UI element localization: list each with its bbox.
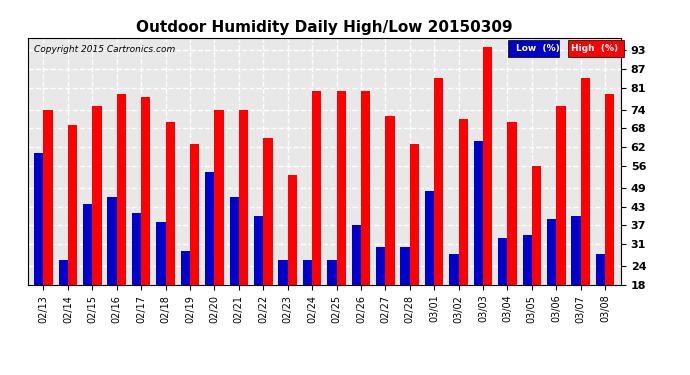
- Bar: [92, 106, 101, 341]
- Bar: [43, 110, 52, 341]
- Bar: [68, 125, 77, 341]
- Bar: [361, 91, 371, 341]
- Bar: [385, 116, 395, 341]
- Bar: [288, 176, 297, 341]
- Bar: [376, 248, 385, 341]
- Bar: [264, 138, 273, 341]
- Bar: [83, 204, 92, 341]
- Title: Outdoor Humidity Daily High/Low 20150309: Outdoor Humidity Daily High/Low 20150309: [136, 20, 513, 35]
- Bar: [254, 216, 264, 341]
- FancyBboxPatch shape: [509, 40, 559, 57]
- Bar: [327, 260, 337, 341]
- Bar: [132, 213, 141, 341]
- Bar: [605, 94, 614, 341]
- Text: High  (%): High (%): [571, 44, 618, 53]
- Bar: [230, 197, 239, 341]
- Bar: [400, 248, 410, 341]
- Bar: [507, 122, 517, 341]
- Bar: [117, 94, 126, 341]
- Bar: [522, 235, 532, 341]
- Bar: [59, 260, 68, 341]
- Bar: [157, 222, 166, 341]
- Bar: [303, 260, 312, 341]
- Bar: [474, 141, 483, 341]
- Bar: [410, 144, 419, 341]
- Bar: [596, 254, 605, 341]
- Bar: [532, 166, 541, 341]
- Bar: [108, 197, 117, 341]
- Bar: [459, 119, 468, 341]
- Text: Copyright 2015 Cartronics.com: Copyright 2015 Cartronics.com: [34, 45, 175, 54]
- Bar: [181, 251, 190, 341]
- Bar: [425, 191, 434, 341]
- Bar: [498, 238, 507, 341]
- Bar: [239, 110, 248, 341]
- Bar: [190, 144, 199, 341]
- Bar: [278, 260, 288, 341]
- Bar: [34, 153, 43, 341]
- Bar: [352, 225, 361, 341]
- Bar: [215, 110, 224, 341]
- Bar: [449, 254, 459, 341]
- Bar: [547, 219, 556, 341]
- Bar: [556, 106, 566, 341]
- Bar: [312, 91, 322, 341]
- Bar: [337, 91, 346, 341]
- Bar: [205, 172, 215, 341]
- Bar: [166, 122, 175, 341]
- Bar: [141, 97, 150, 341]
- Bar: [483, 47, 492, 341]
- FancyBboxPatch shape: [568, 40, 624, 57]
- Bar: [434, 78, 444, 341]
- Text: Low  (%): Low (%): [516, 44, 560, 53]
- Bar: [581, 78, 590, 341]
- Bar: [571, 216, 581, 341]
